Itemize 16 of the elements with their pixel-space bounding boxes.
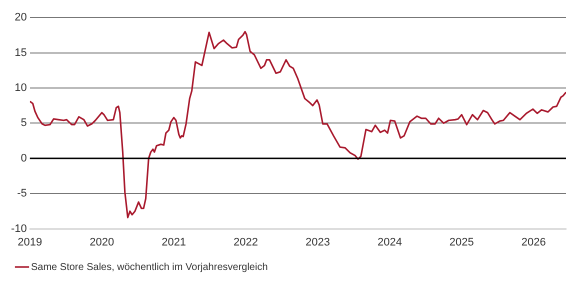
x-tick-label: 2022 [234,236,258,248]
x-tick-label: 2023 [305,236,330,248]
x-tick-label: 2025 [449,236,474,248]
y-tick-label: 5 [20,117,27,130]
x-tick-label: 2024 [377,236,402,248]
x-tick-label: 2019 [18,236,42,248]
y-tick-label: 15 [14,46,27,59]
y-tick-label: -10 [10,222,27,235]
y-tick-label: 0 [20,152,27,164]
y-tick-label: 10 [14,82,27,94]
x-tick-label: 2020 [90,236,114,248]
y-tick-label: -5 [17,188,27,200]
y-tick-label: 20 [14,12,27,24]
x-tick-label: 2026 [521,236,546,248]
legend-label: Same Store Sales, wöchentlich im Vorjahresvergleich [31,262,268,273]
x-tick-label: 2021 [162,236,186,248]
